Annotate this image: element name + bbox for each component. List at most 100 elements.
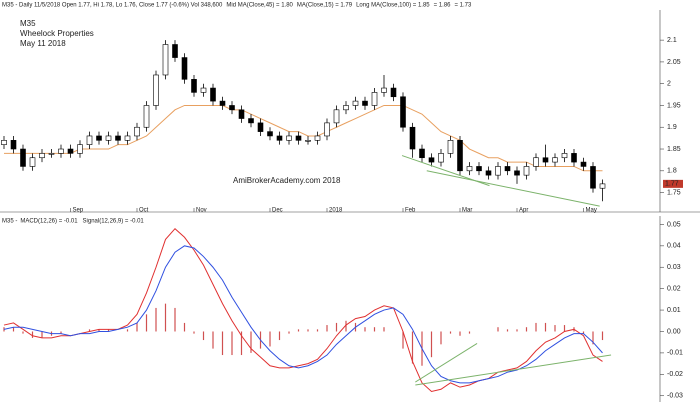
header-note: Long MA(Close,100) = 1.85 bbox=[356, 3, 430, 9]
candle-body bbox=[362, 100, 368, 106]
candle-body bbox=[514, 170, 520, 176]
candle-body bbox=[504, 166, 511, 172]
last-price-badge bbox=[663, 179, 683, 188]
candle-body bbox=[409, 126, 416, 150]
histogram-bar bbox=[497, 327, 499, 332]
header-note: = 1.86 bbox=[434, 3, 452, 9]
histogram-bar bbox=[269, 331, 271, 347]
header-note: = 1.73 bbox=[455, 3, 473, 9]
candle-body bbox=[561, 153, 568, 159]
candle-body bbox=[552, 157, 558, 163]
histogram-bar bbox=[250, 331, 252, 353]
header-note: MA(Close,15) = 1.79 bbox=[297, 3, 353, 9]
y-tick-label: 0.00 bbox=[667, 328, 681, 335]
candle-body bbox=[390, 87, 397, 98]
candle-body bbox=[447, 140, 454, 154]
candle-body bbox=[571, 153, 577, 163]
histogram-bar bbox=[240, 331, 243, 356]
candle-body bbox=[533, 157, 539, 167]
y-tick-label: 0.01 bbox=[667, 307, 681, 314]
legend-entry: MACD(12,26) = -0.01 bbox=[20, 219, 78, 225]
histogram-bar bbox=[12, 327, 15, 332]
x-tick-label: Dec bbox=[272, 208, 283, 214]
histogram-bar bbox=[345, 320, 347, 332]
candle-body bbox=[371, 92, 378, 106]
candle-body bbox=[134, 126, 140, 137]
candle-body bbox=[86, 135, 93, 145]
histogram-bar bbox=[126, 329, 129, 332]
candle-body bbox=[542, 157, 549, 163]
histogram-bar bbox=[525, 327, 528, 332]
candle-body bbox=[58, 148, 64, 154]
subtitle: Wheelock Properties bbox=[20, 29, 94, 38]
watermark: AmiBrokerAcademy.com 2018 bbox=[233, 176, 341, 185]
x-tick-label: Mar bbox=[462, 208, 472, 214]
candle-body bbox=[248, 118, 254, 124]
candle-body bbox=[400, 96, 406, 128]
candle-body bbox=[162, 44, 169, 76]
histogram-bar bbox=[145, 314, 148, 332]
x-tick-label: May bbox=[586, 208, 597, 214]
histogram-bar bbox=[316, 329, 319, 332]
y-tick-label: 2.05 bbox=[667, 59, 681, 66]
header: M35 - bbox=[2, 219, 17, 225]
histogram-bar bbox=[231, 331, 233, 356]
moving-average bbox=[4, 104, 603, 172]
histogram-bar bbox=[107, 329, 110, 332]
candle-body bbox=[324, 122, 330, 137]
candle-body bbox=[229, 105, 235, 111]
candle-body bbox=[115, 135, 121, 141]
histogram-bar bbox=[193, 331, 195, 334]
histogram-bar bbox=[582, 331, 585, 334]
histogram-bar bbox=[468, 331, 471, 334]
candle-body bbox=[105, 135, 112, 141]
candle-body bbox=[20, 148, 26, 167]
histogram-bar bbox=[297, 329, 300, 332]
candle-body bbox=[96, 135, 102, 141]
candle-body bbox=[181, 57, 188, 80]
candle-body bbox=[124, 135, 131, 141]
candle-body bbox=[267, 131, 273, 137]
candle-body bbox=[286, 135, 292, 141]
candle-body bbox=[485, 170, 492, 176]
histogram-bar bbox=[402, 331, 404, 349]
candle-body bbox=[153, 74, 159, 106]
histogram-bar bbox=[174, 307, 176, 332]
histogram-bar bbox=[601, 331, 604, 341]
y-tick-label: -0.01 bbox=[667, 350, 683, 357]
candle-body bbox=[29, 157, 36, 167]
indicator-line bbox=[3, 245, 603, 384]
last-price-label: 1.77 bbox=[665, 181, 679, 188]
candle-body bbox=[257, 122, 264, 132]
y-tick-label: 0.05 bbox=[667, 221, 681, 228]
candle-body bbox=[419, 148, 425, 159]
candle-body bbox=[590, 166, 596, 189]
candle-body bbox=[210, 87, 216, 102]
candle-body bbox=[333, 109, 340, 124]
candle-body bbox=[466, 166, 473, 172]
candle-body bbox=[428, 157, 435, 163]
candle-body bbox=[343, 105, 349, 111]
candle-body bbox=[295, 135, 302, 141]
y-tick-label: 0.04 bbox=[667, 243, 681, 250]
histogram-bar bbox=[563, 325, 566, 332]
candle-body bbox=[67, 148, 74, 154]
x-tick-label: Sep bbox=[73, 208, 84, 214]
histogram-bar bbox=[411, 331, 414, 364]
histogram-bar bbox=[60, 331, 62, 334]
histogram-bar bbox=[459, 331, 461, 336]
candle-body bbox=[39, 153, 45, 159]
y-tick-label: 1.95 bbox=[667, 102, 681, 109]
candle-body bbox=[191, 79, 197, 93]
histogram-bar bbox=[136, 322, 138, 332]
header-note: Mid MA(Close,45) = 1.80 bbox=[226, 3, 293, 9]
candle-body bbox=[305, 140, 311, 142]
histogram-bar bbox=[212, 331, 214, 349]
legend-entry: Signal(12,26,9) = -0.01 bbox=[83, 219, 145, 225]
candle-body bbox=[457, 140, 463, 172]
histogram-bar bbox=[449, 331, 452, 334]
subtitle: May 11 2018 bbox=[20, 39, 66, 48]
candle-body bbox=[276, 135, 283, 141]
